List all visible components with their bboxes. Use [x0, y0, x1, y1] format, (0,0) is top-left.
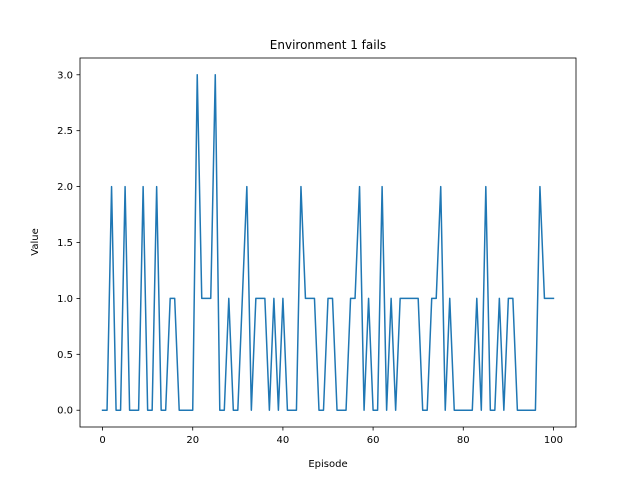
x-tick-label: 80 [457, 435, 470, 446]
x-tick-label: 40 [277, 435, 290, 446]
y-tick-label: 1.5 [57, 238, 73, 249]
x-tick-label: 100 [544, 435, 563, 446]
series-line-0 [101, 74, 555, 411]
chart-title: Environment 1 fails [270, 38, 386, 52]
plot-area: 0 20 40 60 80 100 0.0 0.5 1.0 1.5 2.0 2.5 3.0 [57, 57, 577, 446]
y-tick-label: 0.5 [57, 350, 73, 361]
y-tick-label: 2.0 [57, 182, 73, 193]
y-tick-label: 0.0 [57, 406, 73, 417]
x-tick-label: 20 [186, 435, 199, 446]
y-tick-label: 3.0 [57, 70, 73, 81]
x-tick-label: 0 [99, 435, 105, 446]
y-tick-label: 1.0 [57, 294, 73, 305]
x-axis-label: Episode [308, 459, 347, 470]
y-axis-label: Value [30, 228, 41, 255]
x-tick-label: 60 [367, 435, 380, 446]
y-tick-label: 2.5 [57, 126, 73, 137]
